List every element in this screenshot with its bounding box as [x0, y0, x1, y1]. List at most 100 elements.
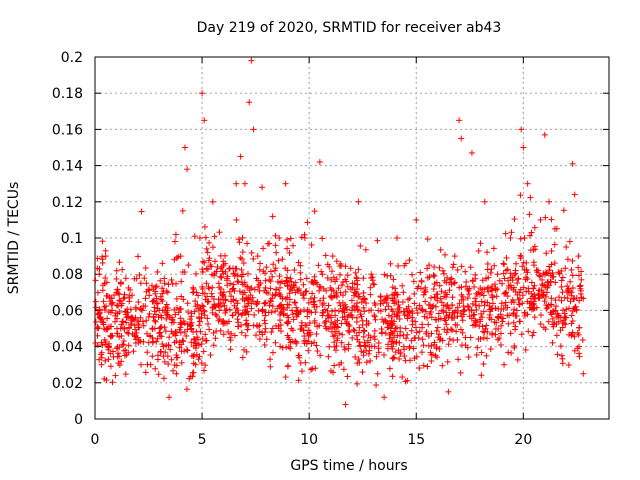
data-point — [435, 310, 442, 317]
data-point — [286, 290, 293, 297]
data-point — [498, 300, 505, 307]
data-point — [174, 305, 181, 312]
data-point — [166, 394, 173, 401]
data-point — [96, 271, 103, 278]
data-point — [430, 286, 437, 293]
data-point — [578, 268, 585, 275]
data-point — [188, 339, 195, 346]
data-point — [289, 242, 296, 249]
data-point — [371, 336, 378, 343]
data-point — [317, 284, 324, 291]
data-point — [571, 347, 578, 354]
data-points — [92, 57, 587, 408]
data-point — [166, 314, 173, 321]
data-point — [153, 283, 160, 290]
data-point — [272, 339, 279, 346]
data-point — [276, 235, 283, 241]
data-point — [380, 319, 387, 326]
data-point — [278, 308, 285, 315]
data-point — [497, 330, 504, 337]
data-point — [387, 260, 394, 267]
data-point — [248, 300, 255, 307]
data-point — [424, 265, 431, 272]
data-point — [479, 323, 486, 330]
data-point — [239, 234, 246, 241]
data-point — [541, 131, 548, 138]
data-point — [521, 235, 528, 242]
data-point — [409, 321, 416, 328]
data-point — [262, 284, 269, 291]
data-point — [232, 309, 239, 316]
data-point — [143, 317, 150, 324]
data-point — [181, 328, 188, 335]
data-point — [112, 310, 119, 317]
data-point — [545, 318, 552, 325]
data-point — [410, 278, 417, 285]
data-point — [250, 322, 257, 329]
data-point — [357, 343, 364, 350]
data-point — [233, 297, 240, 304]
data-point — [417, 285, 424, 292]
data-point — [527, 194, 534, 201]
data-point — [442, 289, 449, 296]
data-point — [310, 298, 317, 305]
data-point — [523, 259, 530, 266]
data-point — [158, 323, 165, 330]
data-point — [332, 278, 339, 285]
data-point — [353, 332, 360, 339]
data-point — [540, 324, 547, 331]
data-point — [276, 317, 283, 324]
data-point — [380, 351, 387, 358]
data-point — [486, 302, 493, 309]
data-point — [549, 339, 556, 346]
data-point — [119, 318, 126, 325]
data-point — [501, 361, 508, 368]
data-point — [446, 336, 453, 343]
data-point — [256, 322, 263, 329]
data-point — [181, 320, 188, 327]
data-point — [494, 271, 501, 278]
data-point — [185, 309, 192, 316]
data-point — [372, 316, 379, 323]
data-point — [548, 216, 555, 223]
data-point — [224, 273, 231, 280]
data-point — [234, 316, 241, 323]
data-point — [360, 327, 367, 334]
data-point — [389, 308, 396, 315]
data-point — [180, 296, 187, 303]
data-point — [355, 293, 362, 300]
data-point — [282, 180, 289, 187]
data-point — [406, 343, 413, 350]
data-point — [424, 363, 431, 370]
data-point — [165, 281, 172, 288]
data-point — [446, 311, 453, 318]
data-point — [199, 268, 206, 275]
data-point — [285, 362, 292, 369]
data-point — [259, 184, 266, 191]
data-point — [187, 373, 194, 380]
data-point — [190, 353, 197, 360]
data-point — [528, 229, 535, 236]
data-point — [133, 275, 140, 282]
data-point — [324, 261, 331, 268]
data-point — [450, 261, 457, 268]
data-point — [170, 319, 177, 326]
data-point — [256, 266, 263, 273]
data-point — [172, 332, 179, 339]
data-point — [287, 275, 294, 282]
data-point — [204, 315, 211, 322]
data-point — [262, 320, 269, 327]
data-point — [305, 299, 312, 306]
data-point — [301, 333, 308, 340]
data-point — [125, 284, 132, 291]
data-point — [99, 238, 106, 245]
data-point — [107, 332, 114, 339]
data-point — [316, 283, 323, 290]
data-point — [347, 265, 354, 272]
data-point — [289, 311, 296, 318]
data-point — [244, 270, 251, 277]
data-point — [549, 321, 556, 328]
data-point — [478, 289, 485, 296]
data-point — [92, 339, 99, 346]
data-point — [439, 267, 446, 274]
